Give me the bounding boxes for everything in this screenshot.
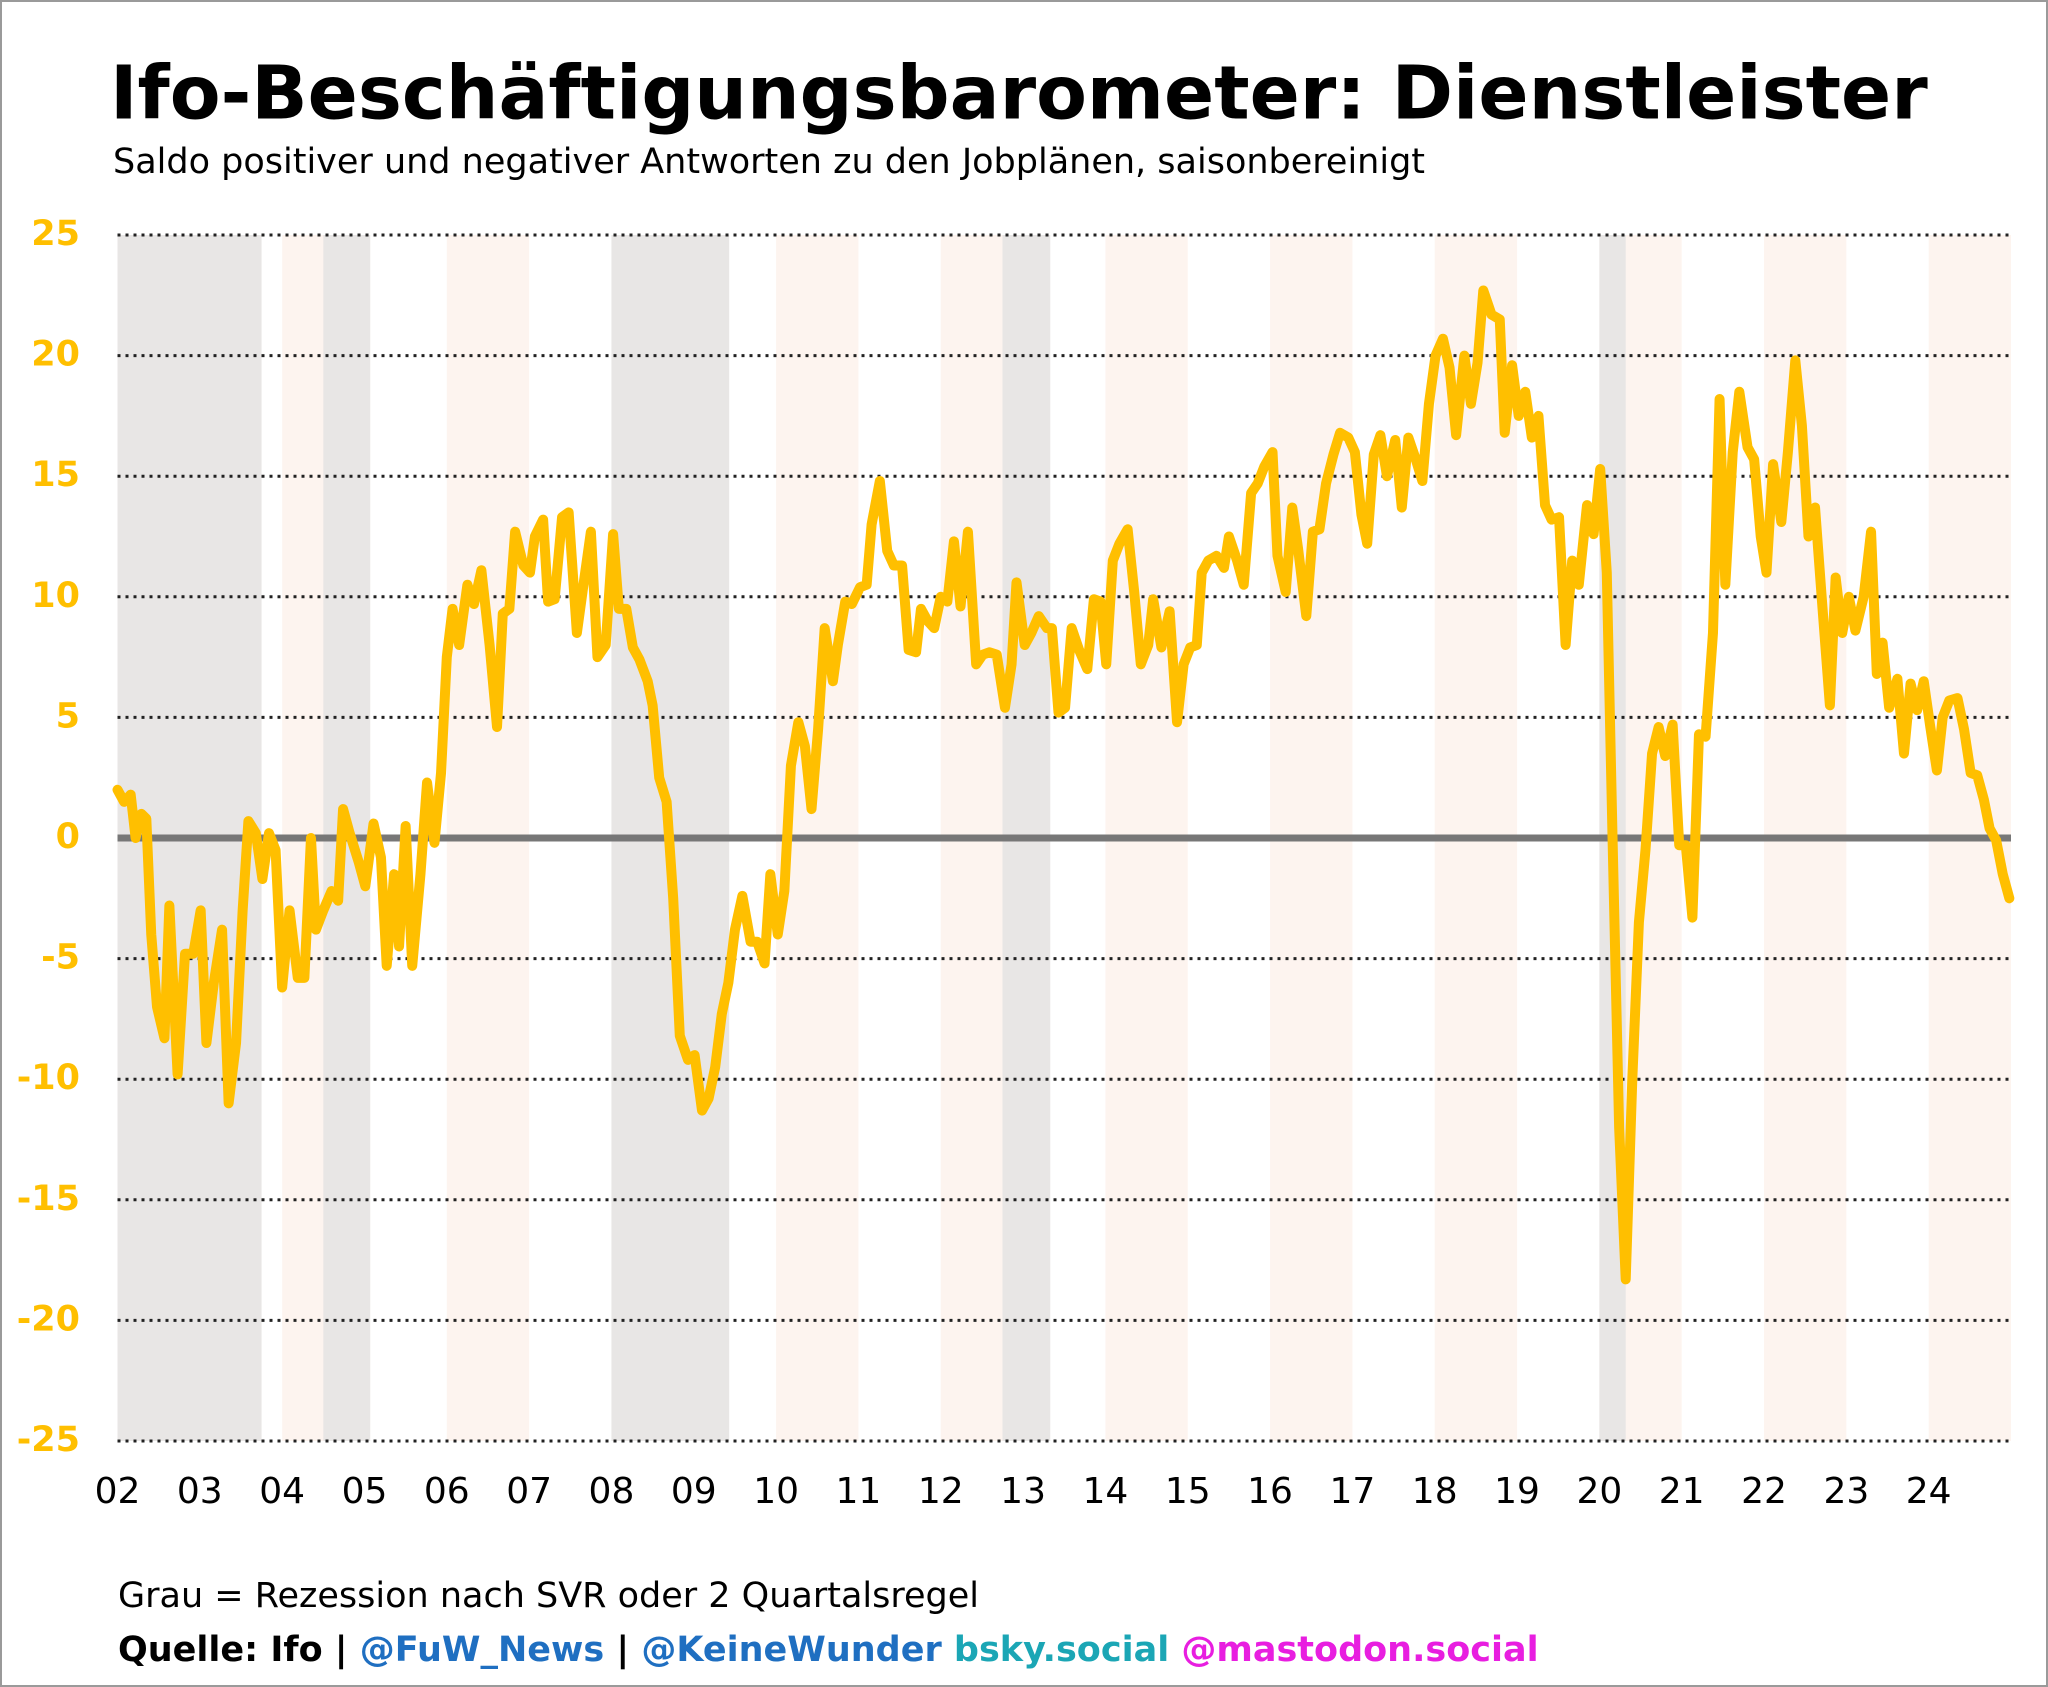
x-tick-label: 03 — [177, 1471, 223, 1512]
x-tick-label: 04 — [259, 1471, 305, 1512]
y-tick-label: 15 — [31, 455, 80, 495]
x-tick-label: 05 — [342, 1471, 388, 1512]
chart-title: Ifo-Beschäftigungsbarometer: Dienstleist… — [110, 51, 1928, 137]
x-tick-label: 14 — [1083, 1471, 1129, 1512]
x-tick-label: 17 — [1329, 1471, 1375, 1512]
y-tick-label: 5 — [56, 696, 80, 736]
y-tick-label: -25 — [17, 1420, 80, 1460]
y-tick-label: 0 — [56, 817, 80, 857]
source-part: @FuW_News — [360, 1630, 604, 1670]
y-tick-label: -10 — [17, 1058, 80, 1098]
x-tick-label: 22 — [1741, 1471, 1787, 1512]
x-tick-label: 15 — [1165, 1471, 1211, 1512]
data-line — [112, 285, 2015, 1285]
y-tick-label: -15 — [17, 1179, 80, 1219]
note: Grau = Rezession nach SVR oder 2 Quartal… — [118, 1576, 979, 1616]
chart-subtitle: Saldo positiver und negativer Antworten … — [113, 142, 1425, 182]
y-tick-label: 25 — [31, 214, 80, 254]
x-tick-label: 20 — [1576, 1471, 1622, 1512]
source-part: bsky.social — [942, 1630, 1169, 1670]
x-tick-label: 10 — [753, 1471, 799, 1512]
y-tick-label: 10 — [31, 576, 80, 616]
x-tick-label: 08 — [589, 1471, 635, 1512]
x-tick-label: 16 — [1247, 1471, 1293, 1512]
x-tick-label: 24 — [1906, 1471, 1952, 1512]
x-tick-label: 21 — [1659, 1471, 1705, 1512]
x-tick-label: 23 — [1823, 1471, 1869, 1512]
y-tick-label: -20 — [17, 1299, 80, 1339]
x-tick-label: 18 — [1412, 1471, 1458, 1512]
plot — [112, 285, 2015, 1285]
x-tick-label: 07 — [506, 1471, 552, 1512]
y-tick-label: -5 — [41, 938, 80, 978]
x-tick-label: 19 — [1494, 1471, 1540, 1512]
y-tick-label: 20 — [31, 335, 80, 375]
source-part: @mastodon.social — [1169, 1630, 1538, 1670]
source-part: @KeineWunder — [641, 1630, 942, 1670]
x-tick-label: 11 — [836, 1471, 882, 1512]
x-tick-label: 13 — [1000, 1471, 1046, 1512]
x-tick-label: 09 — [671, 1471, 717, 1512]
x-tick-label: 06 — [424, 1471, 470, 1512]
source-part: | — [604, 1630, 641, 1670]
source: Quelle: Ifo | @FuW_News | @KeineWunder b… — [118, 1630, 1539, 1670]
x-tick-label: 12 — [918, 1471, 964, 1512]
x-tick-label: 02 — [95, 1471, 141, 1512]
source-part: Quelle: Ifo | — [118, 1630, 360, 1670]
